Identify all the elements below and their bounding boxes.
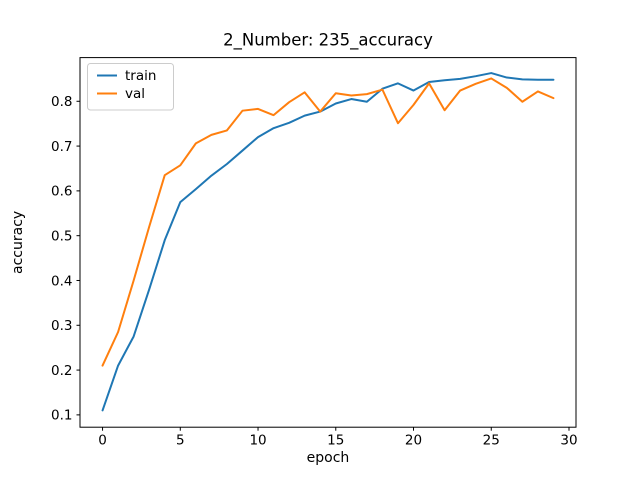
y-axis-ticks: 0.1 0.2 0.3 0.4 0.5 0.6 0.7 0.8 <box>51 94 80 424</box>
y-axis-label: accuracy <box>10 211 26 274</box>
x-axis-label: epoch <box>307 450 350 466</box>
x-tick-label: 20 <box>405 433 422 449</box>
chart-title: 2_Number: 235_accuracy <box>223 31 433 51</box>
y-tick-label: 0.6 <box>51 184 72 200</box>
y-tick-label: 0.3 <box>51 318 72 334</box>
y-tick-label: 0.5 <box>51 228 72 244</box>
x-tick-label: 5 <box>176 433 185 449</box>
y-tick-label: 0.4 <box>51 273 72 289</box>
y-tick-label: 0.2 <box>51 363 72 379</box>
legend: train val <box>87 63 174 111</box>
series-lines <box>101 72 555 412</box>
legend-label-val: val <box>125 86 145 102</box>
x-tick-label: 10 <box>249 433 266 449</box>
y-tick-label: 0.8 <box>51 94 72 110</box>
plot-border <box>79 57 577 428</box>
val-line <box>101 77 555 367</box>
y-tick-label: 0.7 <box>51 139 72 155</box>
x-tick-label: 0 <box>98 433 107 449</box>
x-tick-label: 25 <box>483 433 500 449</box>
x-tick-label: 15 <box>327 433 344 449</box>
train-line <box>101 72 555 412</box>
x-tick-label: 30 <box>560 433 577 449</box>
y-tick-label: 0.1 <box>51 408 72 424</box>
x-axis-ticks: 0 5 10 15 20 25 30 <box>98 427 578 449</box>
legend-label-train: train <box>125 68 156 84</box>
